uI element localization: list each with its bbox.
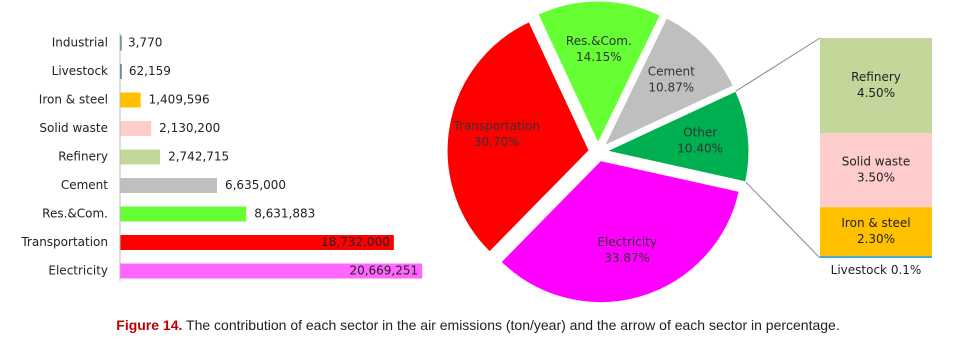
segment-label: Iron & steel bbox=[841, 216, 910, 230]
value-label: 1,409,596 bbox=[149, 93, 210, 107]
segment-value: 2.30% bbox=[857, 232, 895, 246]
bar bbox=[120, 263, 423, 279]
slice-value: 14.15% bbox=[576, 50, 622, 64]
pie-slice bbox=[500, 160, 740, 304]
bar bbox=[120, 235, 394, 250]
y-tick-label: Cement bbox=[61, 178, 108, 192]
y-tick-label: Iron & steel bbox=[39, 93, 108, 107]
connector bbox=[735, 37, 821, 92]
breakout-segment bbox=[820, 207, 932, 256]
value-label: 20,669,251 bbox=[349, 264, 418, 278]
caption-label: Figure 14. bbox=[116, 317, 182, 333]
segment-value: 4.50% bbox=[857, 86, 895, 100]
value-label: 3,770 bbox=[128, 36, 162, 50]
y-tick-label: Refinery bbox=[58, 150, 108, 164]
value-label: 6,635,000 bbox=[225, 178, 286, 192]
segment-label: Livestock 0.1% bbox=[831, 263, 922, 277]
value-label: 2,742,715 bbox=[168, 150, 229, 164]
breakout-segment bbox=[820, 133, 932, 208]
value-label: 18,732,000 bbox=[321, 235, 390, 249]
segment-value: 0.1% bbox=[891, 263, 922, 277]
slice-label: Res.&Com. bbox=[566, 34, 632, 48]
bar bbox=[120, 121, 152, 136]
slice-value: 30.70% bbox=[474, 135, 520, 149]
segment-label: Refinery bbox=[851, 70, 901, 84]
pie-slice bbox=[537, 0, 661, 145]
slice-value: 10.87% bbox=[648, 81, 694, 95]
slice-value: 33.87% bbox=[604, 251, 650, 265]
bar bbox=[120, 149, 161, 165]
caption-text: The contribution of each sector in the a… bbox=[186, 317, 840, 333]
caption: Figure 14. The contribution of each sect… bbox=[116, 317, 839, 333]
connector bbox=[745, 181, 821, 259]
pie-slice bbox=[603, 17, 734, 147]
pie-slice bbox=[605, 90, 750, 183]
segment-value: 3.50% bbox=[857, 171, 895, 185]
slice-label: Cement bbox=[648, 65, 695, 79]
breakout-segment bbox=[820, 38, 932, 134]
slice-value: 10.40% bbox=[677, 141, 723, 155]
segment-name: Livestock bbox=[831, 263, 887, 277]
y-tick-label: Industrial bbox=[52, 36, 108, 50]
value-label: 2,130,200 bbox=[159, 121, 220, 135]
y-tick-label: Livestock bbox=[52, 64, 108, 78]
slice-label: Other bbox=[683, 125, 717, 139]
slice-label: Transportation bbox=[452, 119, 540, 133]
bar bbox=[120, 178, 217, 193]
breakout-segment bbox=[820, 255, 932, 258]
y-tick-label: Transportation bbox=[20, 235, 108, 249]
y-tick-label: Electricity bbox=[48, 264, 108, 278]
bar bbox=[120, 35, 122, 51]
value-label: 8,631,883 bbox=[254, 207, 315, 221]
bar bbox=[120, 92, 141, 108]
y-tick-label: Res.&Com. bbox=[42, 207, 108, 221]
bar bbox=[120, 206, 247, 222]
value-label: 62,159 bbox=[129, 64, 171, 78]
bar bbox=[120, 64, 122, 79]
slice-label: Electricity bbox=[597, 235, 657, 249]
y-tick-label: Solid waste bbox=[39, 121, 108, 135]
segment-label: Solid waste bbox=[842, 155, 911, 169]
pie-slice bbox=[446, 21, 590, 253]
